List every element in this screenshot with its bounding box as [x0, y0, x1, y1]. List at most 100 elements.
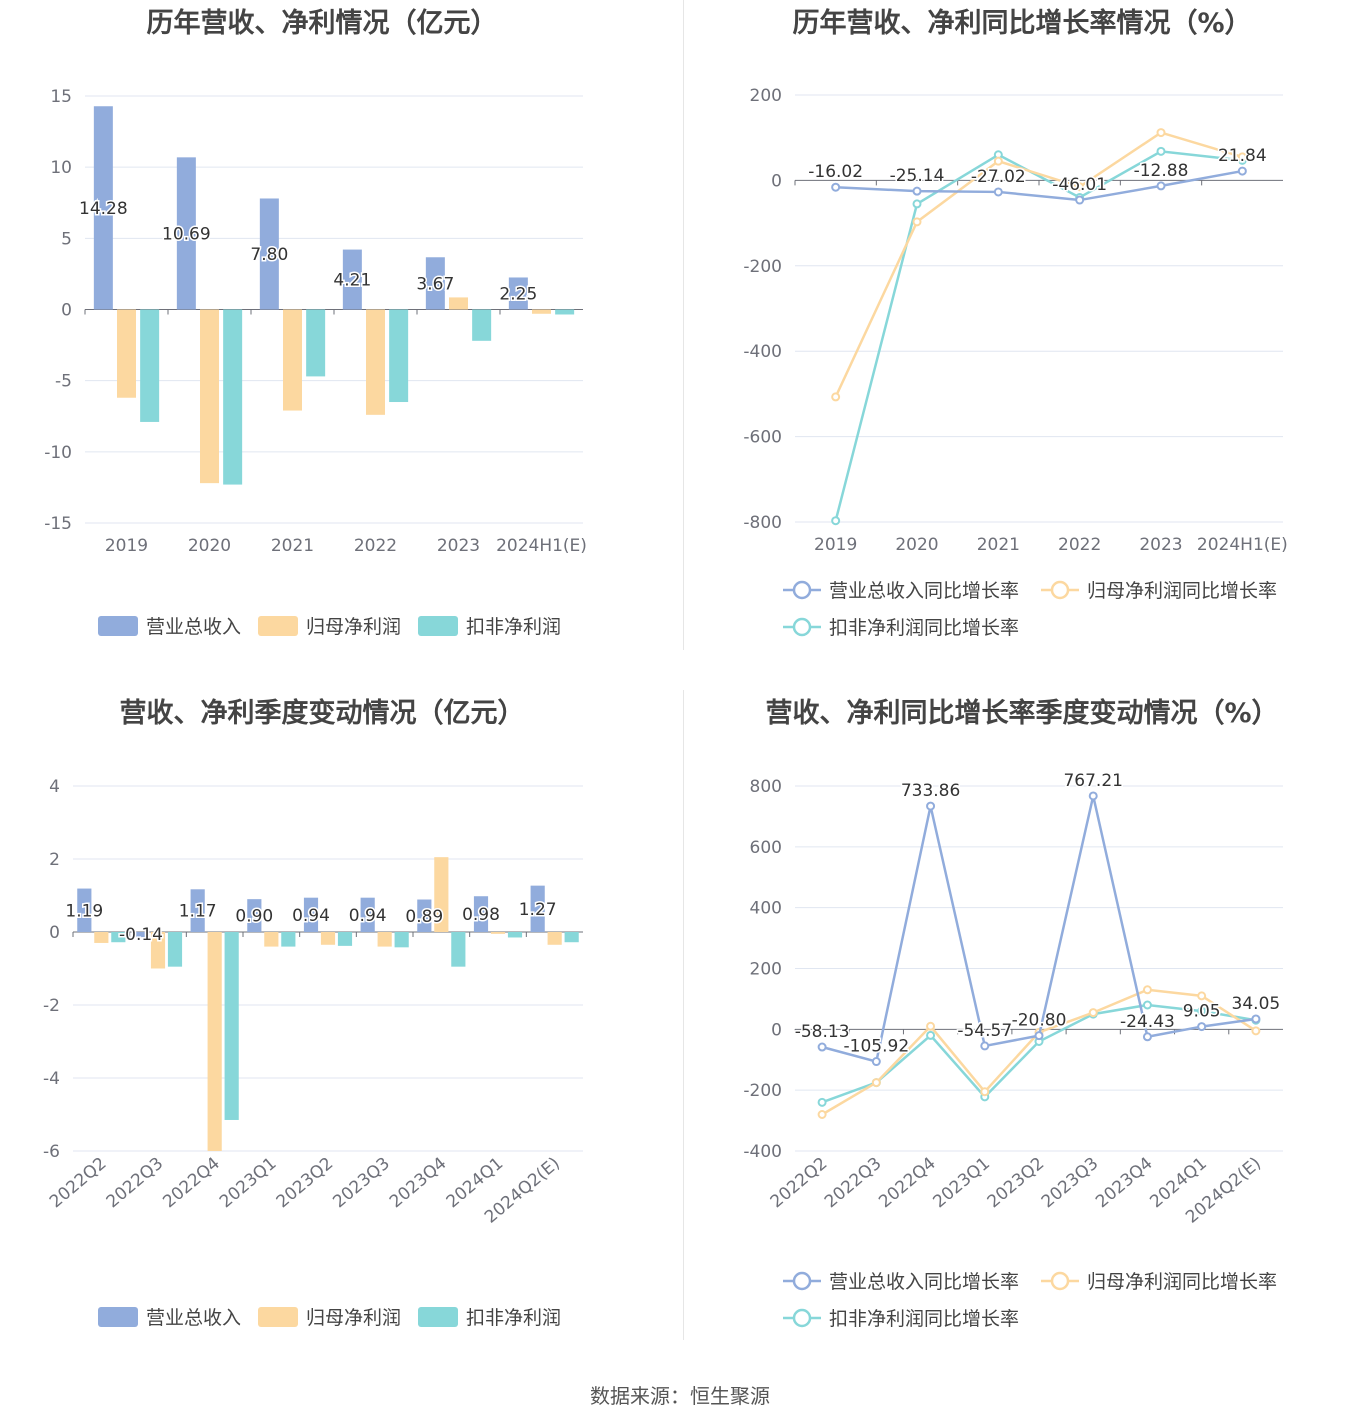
series-point-1: [980, 1087, 990, 1097]
series-point-1: [1197, 991, 1207, 1001]
y-tick-label: 15: [50, 87, 72, 107]
series-point-0: [1197, 1022, 1207, 1032]
bar-net-profit: [434, 857, 449, 932]
bar-net-profit: [490, 932, 506, 934]
bar-value-label: 14.28: [79, 199, 128, 219]
series-line-1: [834, 131, 1243, 398]
y-tick-label: -200: [743, 1081, 782, 1101]
legend-label: 归母净利润同比增长率: [1087, 1271, 1277, 1293]
series-point-0: [980, 1041, 990, 1051]
legend-label: 扣非净利润: [466, 616, 561, 638]
legend-label: 营业总收入同比增长率: [829, 580, 1019, 602]
y-tick-label: 0: [771, 171, 782, 191]
bar-revenue: [425, 257, 445, 310]
bar-revenue: [530, 885, 545, 932]
y-tick-label: -400: [743, 1142, 782, 1162]
vertical-divider-top: [683, 0, 684, 650]
legend-swatch: [258, 1307, 298, 1327]
point-value-label: -25.14: [890, 166, 945, 186]
bar-value-label: 3.67: [416, 274, 454, 294]
bar-value-label: 1.17: [179, 902, 217, 922]
bar-deducted-profit: [507, 932, 523, 938]
bar-deducted-profit: [111, 932, 126, 943]
y-tick-label: 2: [49, 850, 60, 870]
point-value-label: -16.02: [808, 162, 863, 182]
x-tick-label: 2022: [1058, 535, 1101, 555]
bar-net-profit: [547, 932, 562, 945]
x-tick-label: 2023Q2: [273, 1154, 338, 1213]
bar-deducted-profit: [564, 932, 579, 943]
legend-marker: [1050, 1271, 1070, 1291]
legend-swatch: [98, 616, 138, 636]
series-point-1: [912, 217, 922, 227]
legend-label: 扣非净利润同比增长率: [829, 1308, 1019, 1330]
bar-deducted-profit: [337, 932, 353, 946]
bar-net-profit: [200, 309, 219, 484]
x-tick-label: 2023: [437, 536, 480, 556]
x-tick-label: 2022Q4: [875, 1154, 940, 1213]
bar-revenue: [303, 897, 319, 932]
x-tick-label: 2023Q4: [1092, 1154, 1157, 1213]
y-tick-label: 0: [771, 1020, 782, 1040]
bar-deducted-profit: [306, 309, 326, 377]
quarterly-revenue-profit-svg: 营收、净利季度变动情况（亿元） 4 2 0 -2 -4 -62022Q22022Q32022…: [43, 697, 583, 1329]
legend-marker: [792, 617, 812, 637]
annual-revenue-profit-chart: 历年营收、净利情况（亿元） 15 10 5 0 -5 -10 -15 2019 2020 2021 2…: [0, 0, 680, 670]
y-tick-label: -400: [743, 342, 782, 362]
point-value-label: -105.92: [844, 1037, 910, 1057]
bar-deducted-profit: [451, 932, 466, 967]
bar-value-label: 10.69: [162, 224, 211, 244]
series-point-2: [1197, 1006, 1207, 1016]
chart-title: 营收、净利季度变动情况（亿元）: [120, 697, 525, 729]
point-value-label: -24.43: [1120, 1012, 1175, 1032]
y-tick-label: 400: [750, 899, 782, 919]
point-value-label: 34.05: [1232, 994, 1281, 1014]
series-line-0: [835, 169, 1243, 202]
x-tick-label: 2024H1(E): [1197, 535, 1288, 555]
series-point-0: [926, 801, 936, 811]
bar-net-profit: [117, 309, 136, 398]
bar-value-label: 1.27: [519, 900, 557, 920]
quarterly-revenue-profit-chart: 营收、净利季度变动情况（亿元） 4 2 0 -2 -4 -6 2022Q2 2022Q3 2022…: [0, 690, 680, 1370]
series-point-0: [1075, 195, 1085, 205]
bar-deducted-profit: [223, 309, 243, 485]
y-tick-label: 200: [750, 960, 782, 980]
x-tick-label: 2021: [977, 535, 1020, 555]
y-tick-label: -6: [43, 1142, 60, 1162]
y-tick-label: -800: [743, 513, 782, 533]
point-value-label: -46.01: [1052, 175, 1107, 195]
y-tick-label: -15: [44, 514, 72, 534]
series-point-0: [993, 187, 1003, 197]
bar-value-label: 7.80: [250, 245, 288, 265]
legend-swatch: [418, 616, 458, 636]
y-tick-label: -4: [43, 1069, 60, 1089]
x-tick-label: 2022Q3: [821, 1154, 886, 1213]
legend-marker: [1050, 580, 1070, 600]
bar-revenue: [247, 899, 262, 932]
series-line-2: [834, 150, 1243, 522]
bar-net-profit: [94, 932, 109, 943]
series-point-0: [1142, 1032, 1152, 1042]
bar-deducted-profit: [224, 932, 239, 1120]
point-value-label: -20.80: [1012, 1011, 1067, 1031]
bar-net-profit: [283, 309, 302, 411]
series-point-2: [926, 1030, 936, 1040]
bar-deducted-profit: [394, 932, 409, 948]
series-point-0: [1088, 791, 1098, 801]
x-tick-label: 2022Q4: [159, 1154, 224, 1213]
series-point-2: [1156, 146, 1166, 156]
bar-value-label: 0.98: [462, 905, 500, 925]
series-point-2: [831, 516, 841, 526]
bar-net-profit: [377, 932, 392, 947]
chart-title: 营收、净利同比增长率季度变动情况（%）: [765, 697, 1278, 729]
x-tick-label: 2023Q1: [929, 1154, 994, 1213]
legend-label: 扣非净利润: [466, 1307, 561, 1329]
chart-title: 历年营收、净利同比增长率情况（%）: [792, 7, 1251, 39]
bar-revenue: [93, 106, 113, 310]
point-value-label: -58.13: [795, 1022, 850, 1042]
point-value-label: 733.86: [901, 781, 960, 801]
series-point-0: [1034, 1031, 1044, 1041]
y-tick-label: 0: [49, 923, 60, 943]
bar-net-profit: [532, 309, 551, 314]
bar-value-label: 2.25: [499, 284, 537, 304]
